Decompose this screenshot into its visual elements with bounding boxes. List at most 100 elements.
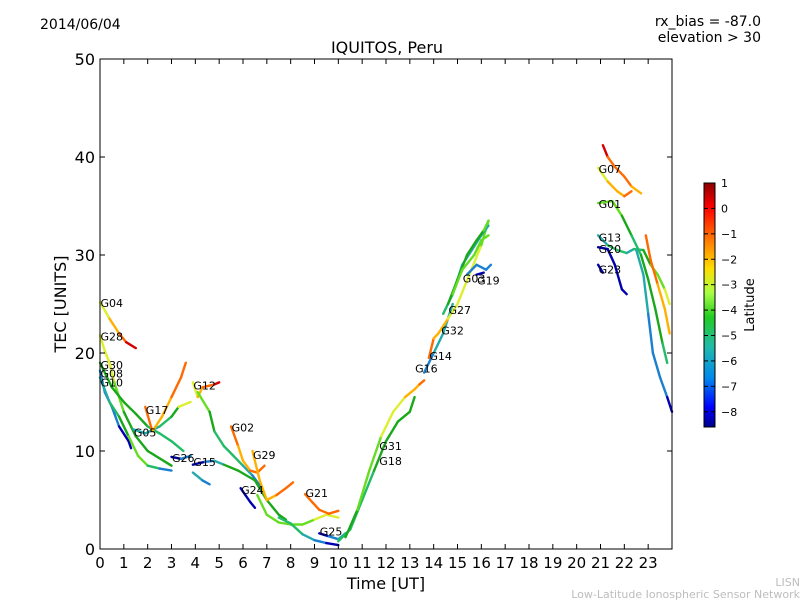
series-segment	[229, 425, 240, 448]
series-segment	[344, 508, 359, 539]
series-segment	[236, 444, 245, 462]
series-segment	[122, 410, 138, 438]
colorbar-tick-label: −6	[721, 355, 737, 368]
series-g20b	[644, 234, 671, 335]
series-segment	[384, 420, 400, 443]
series-g01b	[596, 199, 669, 364]
series-segment	[201, 479, 211, 486]
series-segment	[473, 239, 483, 257]
series-g10	[98, 376, 173, 472]
series-segment	[241, 464, 254, 477]
series-segment	[310, 500, 321, 511]
y-tick-label: 0	[85, 540, 95, 559]
series-g17	[144, 361, 188, 433]
x-tick-label: 11	[353, 554, 372, 572]
series-segment	[451, 268, 464, 296]
satellite-label: G23	[599, 264, 622, 277]
series-segment	[403, 388, 416, 399]
y-axis-label: TEC [UNITS]	[51, 256, 70, 354]
x-tick-label: 10	[329, 554, 348, 572]
series-g21	[303, 492, 340, 515]
series-segment	[327, 509, 340, 515]
series-segment	[179, 361, 188, 379]
series-segment	[203, 459, 216, 463]
series-segment	[110, 405, 121, 428]
series-segment	[623, 175, 633, 188]
x-tick-label: 21	[591, 554, 610, 572]
satellite-label: G02	[232, 422, 255, 435]
series-segment	[596, 199, 614, 205]
x-axis-ticks: 0 1 2 3 4 5 6 7 8 9 10 11 12 13 14 15 16 17 18 19 20 21 22 23	[95, 59, 658, 572]
series-segment	[325, 513, 340, 519]
series-segment	[620, 214, 633, 237]
series-segment	[642, 273, 650, 315]
series-segment	[117, 425, 130, 443]
series-segment	[117, 332, 128, 344]
satellite-label: G05	[134, 426, 157, 439]
series-segment	[177, 400, 192, 409]
satellite-label: G21	[306, 487, 329, 500]
date-label: 2014/06/04	[40, 17, 121, 33]
series-segment	[201, 383, 216, 389]
x-tick-label: 18	[519, 554, 538, 572]
series-segment	[482, 219, 490, 232]
series-segment	[356, 469, 371, 511]
series-g30	[98, 361, 185, 453]
series-segment	[635, 248, 645, 276]
series-segment	[301, 533, 316, 542]
series-segment	[372, 440, 388, 472]
series-segment	[98, 361, 114, 389]
series-segment	[275, 487, 288, 497]
series-segment	[642, 248, 652, 266]
series-segment	[408, 395, 416, 413]
series-g26	[170, 454, 192, 460]
series-segment	[647, 278, 657, 311]
satellite-label: G20	[599, 243, 622, 256]
series-segment	[616, 190, 626, 198]
series-segment	[127, 435, 140, 458]
series-segment	[151, 415, 164, 433]
satellite-label: G26	[172, 452, 195, 465]
series-g05	[132, 400, 192, 435]
series-segment	[461, 253, 476, 271]
series-segment	[475, 229, 485, 242]
series-segment	[289, 522, 304, 536]
colorbar	[703, 182, 716, 428]
satellite-label: G18	[379, 455, 402, 468]
series-segment	[596, 263, 605, 274]
satellite-label: G27	[449, 304, 472, 317]
series-g24b	[256, 493, 340, 526]
series-segment	[232, 454, 245, 467]
series-segment	[213, 459, 226, 466]
colorbar-tick-label: −8	[721, 406, 737, 419]
satellite-label: G30	[101, 359, 124, 372]
x-tick-label: 4	[191, 554, 201, 572]
series-segment	[313, 513, 328, 521]
y-axis-ticks: 0 10 20 30 40 50	[75, 50, 672, 559]
series-segment	[277, 521, 292, 526]
series-segment	[656, 273, 666, 291]
x-tick-label: 20	[567, 554, 586, 572]
series-segment	[108, 361, 116, 384]
series-segment	[134, 412, 149, 428]
x-tick-label: 9	[310, 554, 320, 572]
x-tick-label: 13	[400, 554, 419, 572]
series-segment	[651, 351, 662, 379]
series-segment	[611, 199, 624, 218]
satellite-label: G10	[101, 376, 124, 389]
series-g20	[596, 245, 628, 296]
series-segment	[284, 481, 295, 490]
series-segment	[191, 460, 207, 466]
satellite-label: G17	[146, 404, 169, 417]
colorbar-tick-label: −3	[721, 279, 737, 292]
x-tick-label: 2	[143, 554, 153, 572]
satellite-label: G29	[253, 449, 276, 462]
series-segment	[244, 493, 252, 504]
series-segment	[191, 471, 204, 482]
series-segment	[144, 405, 154, 433]
series-segment	[127, 440, 133, 450]
y-tick-label: 30	[75, 246, 95, 265]
credit-network: Low-Latitude Ionospheric Sensor Network	[571, 588, 800, 601]
series-segment	[256, 493, 268, 516]
